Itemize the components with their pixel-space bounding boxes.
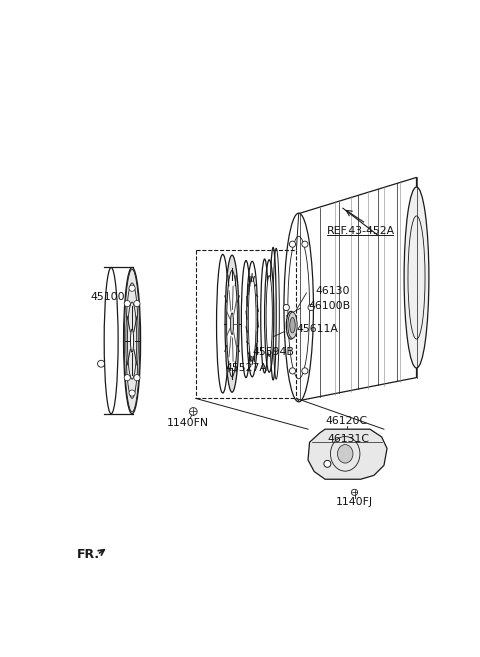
Circle shape: [134, 374, 140, 381]
Circle shape: [302, 241, 308, 247]
Ellipse shape: [261, 259, 268, 373]
Ellipse shape: [248, 277, 256, 361]
Circle shape: [124, 374, 130, 381]
Text: 46130: 46130: [316, 286, 350, 296]
Text: 1140FJ: 1140FJ: [336, 497, 373, 507]
Ellipse shape: [241, 261, 251, 378]
Ellipse shape: [290, 317, 295, 333]
Circle shape: [124, 300, 130, 307]
Text: REF.43-452A: REF.43-452A: [327, 226, 396, 237]
Ellipse shape: [324, 461, 331, 467]
Ellipse shape: [286, 311, 296, 339]
Ellipse shape: [123, 267, 141, 414]
Text: FR.: FR.: [77, 548, 100, 561]
Ellipse shape: [104, 267, 118, 414]
Ellipse shape: [266, 275, 272, 357]
Text: 45527A: 45527A: [225, 363, 267, 373]
Ellipse shape: [97, 360, 105, 367]
Ellipse shape: [227, 271, 238, 377]
Ellipse shape: [225, 255, 239, 392]
Ellipse shape: [288, 312, 297, 338]
Text: 46131C: 46131C: [327, 434, 370, 444]
Text: 45100: 45100: [91, 292, 125, 302]
Circle shape: [289, 368, 296, 374]
Ellipse shape: [216, 254, 229, 393]
Ellipse shape: [337, 445, 353, 463]
Text: 45611A: 45611A: [296, 324, 338, 334]
Text: 45594B: 45594B: [252, 347, 294, 357]
Ellipse shape: [284, 214, 313, 402]
Circle shape: [289, 241, 296, 247]
Circle shape: [283, 304, 289, 311]
Circle shape: [129, 390, 135, 396]
Text: 1140FN: 1140FN: [167, 418, 209, 428]
Circle shape: [134, 300, 140, 307]
Circle shape: [302, 368, 308, 374]
Circle shape: [308, 304, 314, 311]
Ellipse shape: [404, 187, 429, 368]
Ellipse shape: [230, 313, 234, 334]
Text: 46100B: 46100B: [308, 301, 350, 311]
Text: 46120C: 46120C: [326, 417, 368, 426]
Circle shape: [129, 285, 135, 291]
Polygon shape: [308, 429, 387, 479]
Ellipse shape: [131, 329, 133, 352]
Polygon shape: [299, 177, 417, 401]
Ellipse shape: [351, 489, 358, 495]
Ellipse shape: [190, 407, 197, 415]
